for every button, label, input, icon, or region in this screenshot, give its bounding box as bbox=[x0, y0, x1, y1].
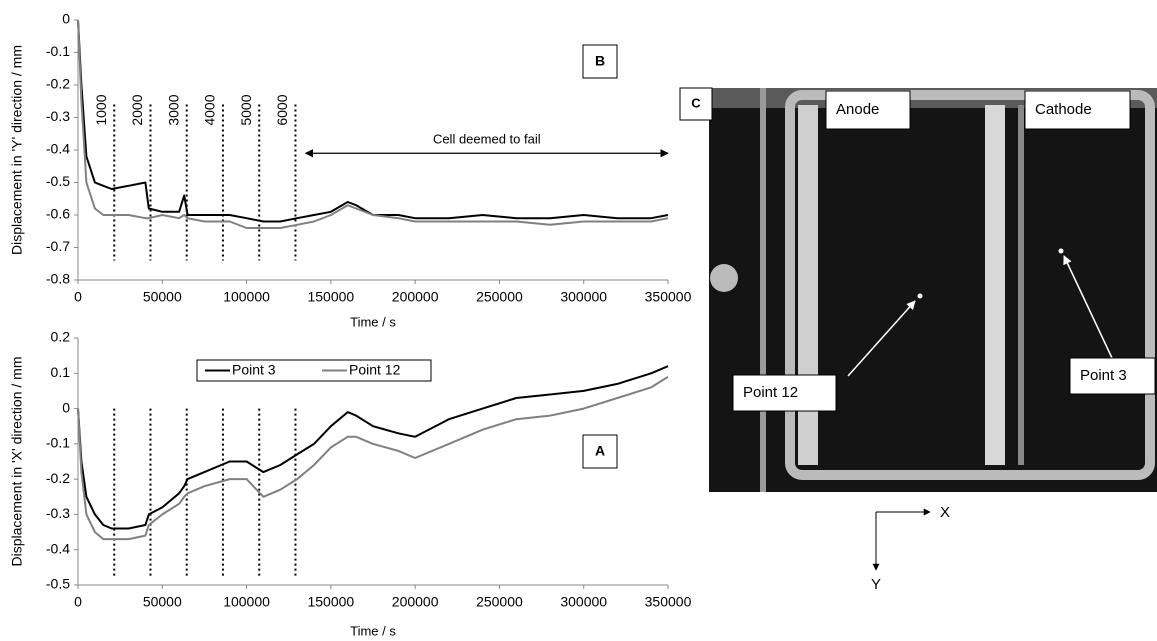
x-tick-label: 200000 bbox=[392, 289, 439, 305]
screw bbox=[710, 264, 738, 292]
y-tick-label: 0.2 bbox=[51, 329, 71, 345]
label-box bbox=[1024, 90, 1131, 130]
x-tick-label: 150000 bbox=[307, 289, 354, 305]
stage-label: 2000 bbox=[129, 94, 145, 125]
electrode bbox=[1018, 105, 1024, 465]
x-tick-label: 0 bbox=[74, 594, 82, 610]
y-axis-title: Displacement in 'Y' direction / mm bbox=[9, 45, 25, 255]
x-tick-label: 0 bbox=[74, 289, 82, 305]
x-tick-label: 350000 bbox=[645, 594, 692, 610]
y-tick-label: -0.1 bbox=[46, 435, 70, 451]
x-tick-label: 50000 bbox=[143, 594, 182, 610]
stage-label: 1000 bbox=[93, 94, 109, 125]
point-3-label: Point 3 bbox=[1080, 367, 1127, 384]
x-axis-title: Time / s bbox=[350, 314, 396, 329]
legend-box bbox=[196, 359, 432, 382]
y-tick-label: -0.2 bbox=[46, 76, 70, 92]
x-tick-label: 350000 bbox=[645, 289, 692, 305]
membrane bbox=[985, 105, 1005, 465]
x-tick-label: 300000 bbox=[560, 289, 607, 305]
cathode-label: Cathode bbox=[1035, 101, 1092, 118]
x-tick-label: 150000 bbox=[307, 594, 354, 610]
panel-label: C bbox=[691, 95, 701, 110]
stage-label: 6000 bbox=[274, 94, 290, 125]
y-tick-label: -0.3 bbox=[46, 108, 70, 124]
axis-x-label: X bbox=[940, 504, 950, 521]
x-tick-label: 200000 bbox=[392, 594, 439, 610]
y-tick-label: -0.6 bbox=[46, 206, 70, 222]
stage-label: 4000 bbox=[202, 94, 218, 125]
x-tick-label: 100000 bbox=[223, 289, 270, 305]
pointer bbox=[1063, 255, 1113, 359]
x-tick-label: 50000 bbox=[143, 289, 182, 305]
y-tick-label: -0.8 bbox=[46, 271, 70, 287]
y-tick-label: -0.2 bbox=[46, 470, 70, 486]
stage-label: 5000 bbox=[238, 94, 254, 125]
y-tick-label: 0 bbox=[62, 399, 70, 415]
photo bbox=[709, 88, 1157, 492]
series-line bbox=[77, 375, 669, 541]
panel-label-box bbox=[679, 87, 713, 121]
x-tick-label: 250000 bbox=[476, 289, 523, 305]
panel-label: B bbox=[595, 53, 605, 69]
y-tick-label: -0.4 bbox=[46, 141, 70, 157]
pointer bbox=[847, 300, 916, 377]
x-tick-label: 250000 bbox=[476, 594, 523, 610]
y-axis-title: Displacement in 'X' direction / mm bbox=[9, 357, 25, 567]
panel-label-box bbox=[582, 44, 618, 79]
y-tick-label: -0.1 bbox=[46, 43, 70, 59]
label-box bbox=[825, 90, 911, 130]
axis-y-label: Y bbox=[871, 576, 881, 593]
stage-label: 3000 bbox=[165, 94, 181, 125]
charts: 0-0.1-0.2-0.3-0.4-0.5-0.6-0.7-0.80 50000 1… bbox=[9, 11, 692, 639]
y-tick-label: -0.4 bbox=[46, 540, 70, 556]
y-tick-label: -0.5 bbox=[46, 173, 70, 189]
y-tick-label: 0.1 bbox=[51, 364, 71, 380]
label-box bbox=[732, 374, 837, 412]
series-line bbox=[77, 365, 669, 530]
x-axis-title: Time / s bbox=[350, 623, 396, 638]
point-dot bbox=[917, 293, 923, 299]
annotation-text: Cell deemed to fail bbox=[433, 132, 541, 147]
y-tick-label: -0.3 bbox=[46, 505, 70, 521]
wire bbox=[760, 88, 766, 492]
panel-label: A bbox=[595, 443, 605, 459]
x-tick-label: 100000 bbox=[223, 594, 270, 610]
cell-frame bbox=[785, 90, 1155, 480]
label-box bbox=[1069, 357, 1156, 395]
series-line bbox=[77, 19, 669, 229]
series-line bbox=[77, 19, 669, 223]
photo-panel: C Anode Cathode Point 12 Point 3 X Y bbox=[679, 87, 1157, 593]
y-tick-label: -0.7 bbox=[46, 238, 70, 254]
point-dot bbox=[1058, 248, 1064, 254]
legend-label: Point 3 bbox=[232, 362, 276, 378]
anode-label: Anode bbox=[836, 101, 879, 118]
y-tick-label: 0 bbox=[62, 11, 70, 27]
y-tick-label: -0.5 bbox=[46, 576, 70, 592]
point-12-label: Point 12 bbox=[743, 384, 798, 401]
panel-label-box bbox=[582, 434, 618, 469]
x-tick-label: 300000 bbox=[560, 594, 607, 610]
legend-label: Point 12 bbox=[349, 362, 401, 378]
